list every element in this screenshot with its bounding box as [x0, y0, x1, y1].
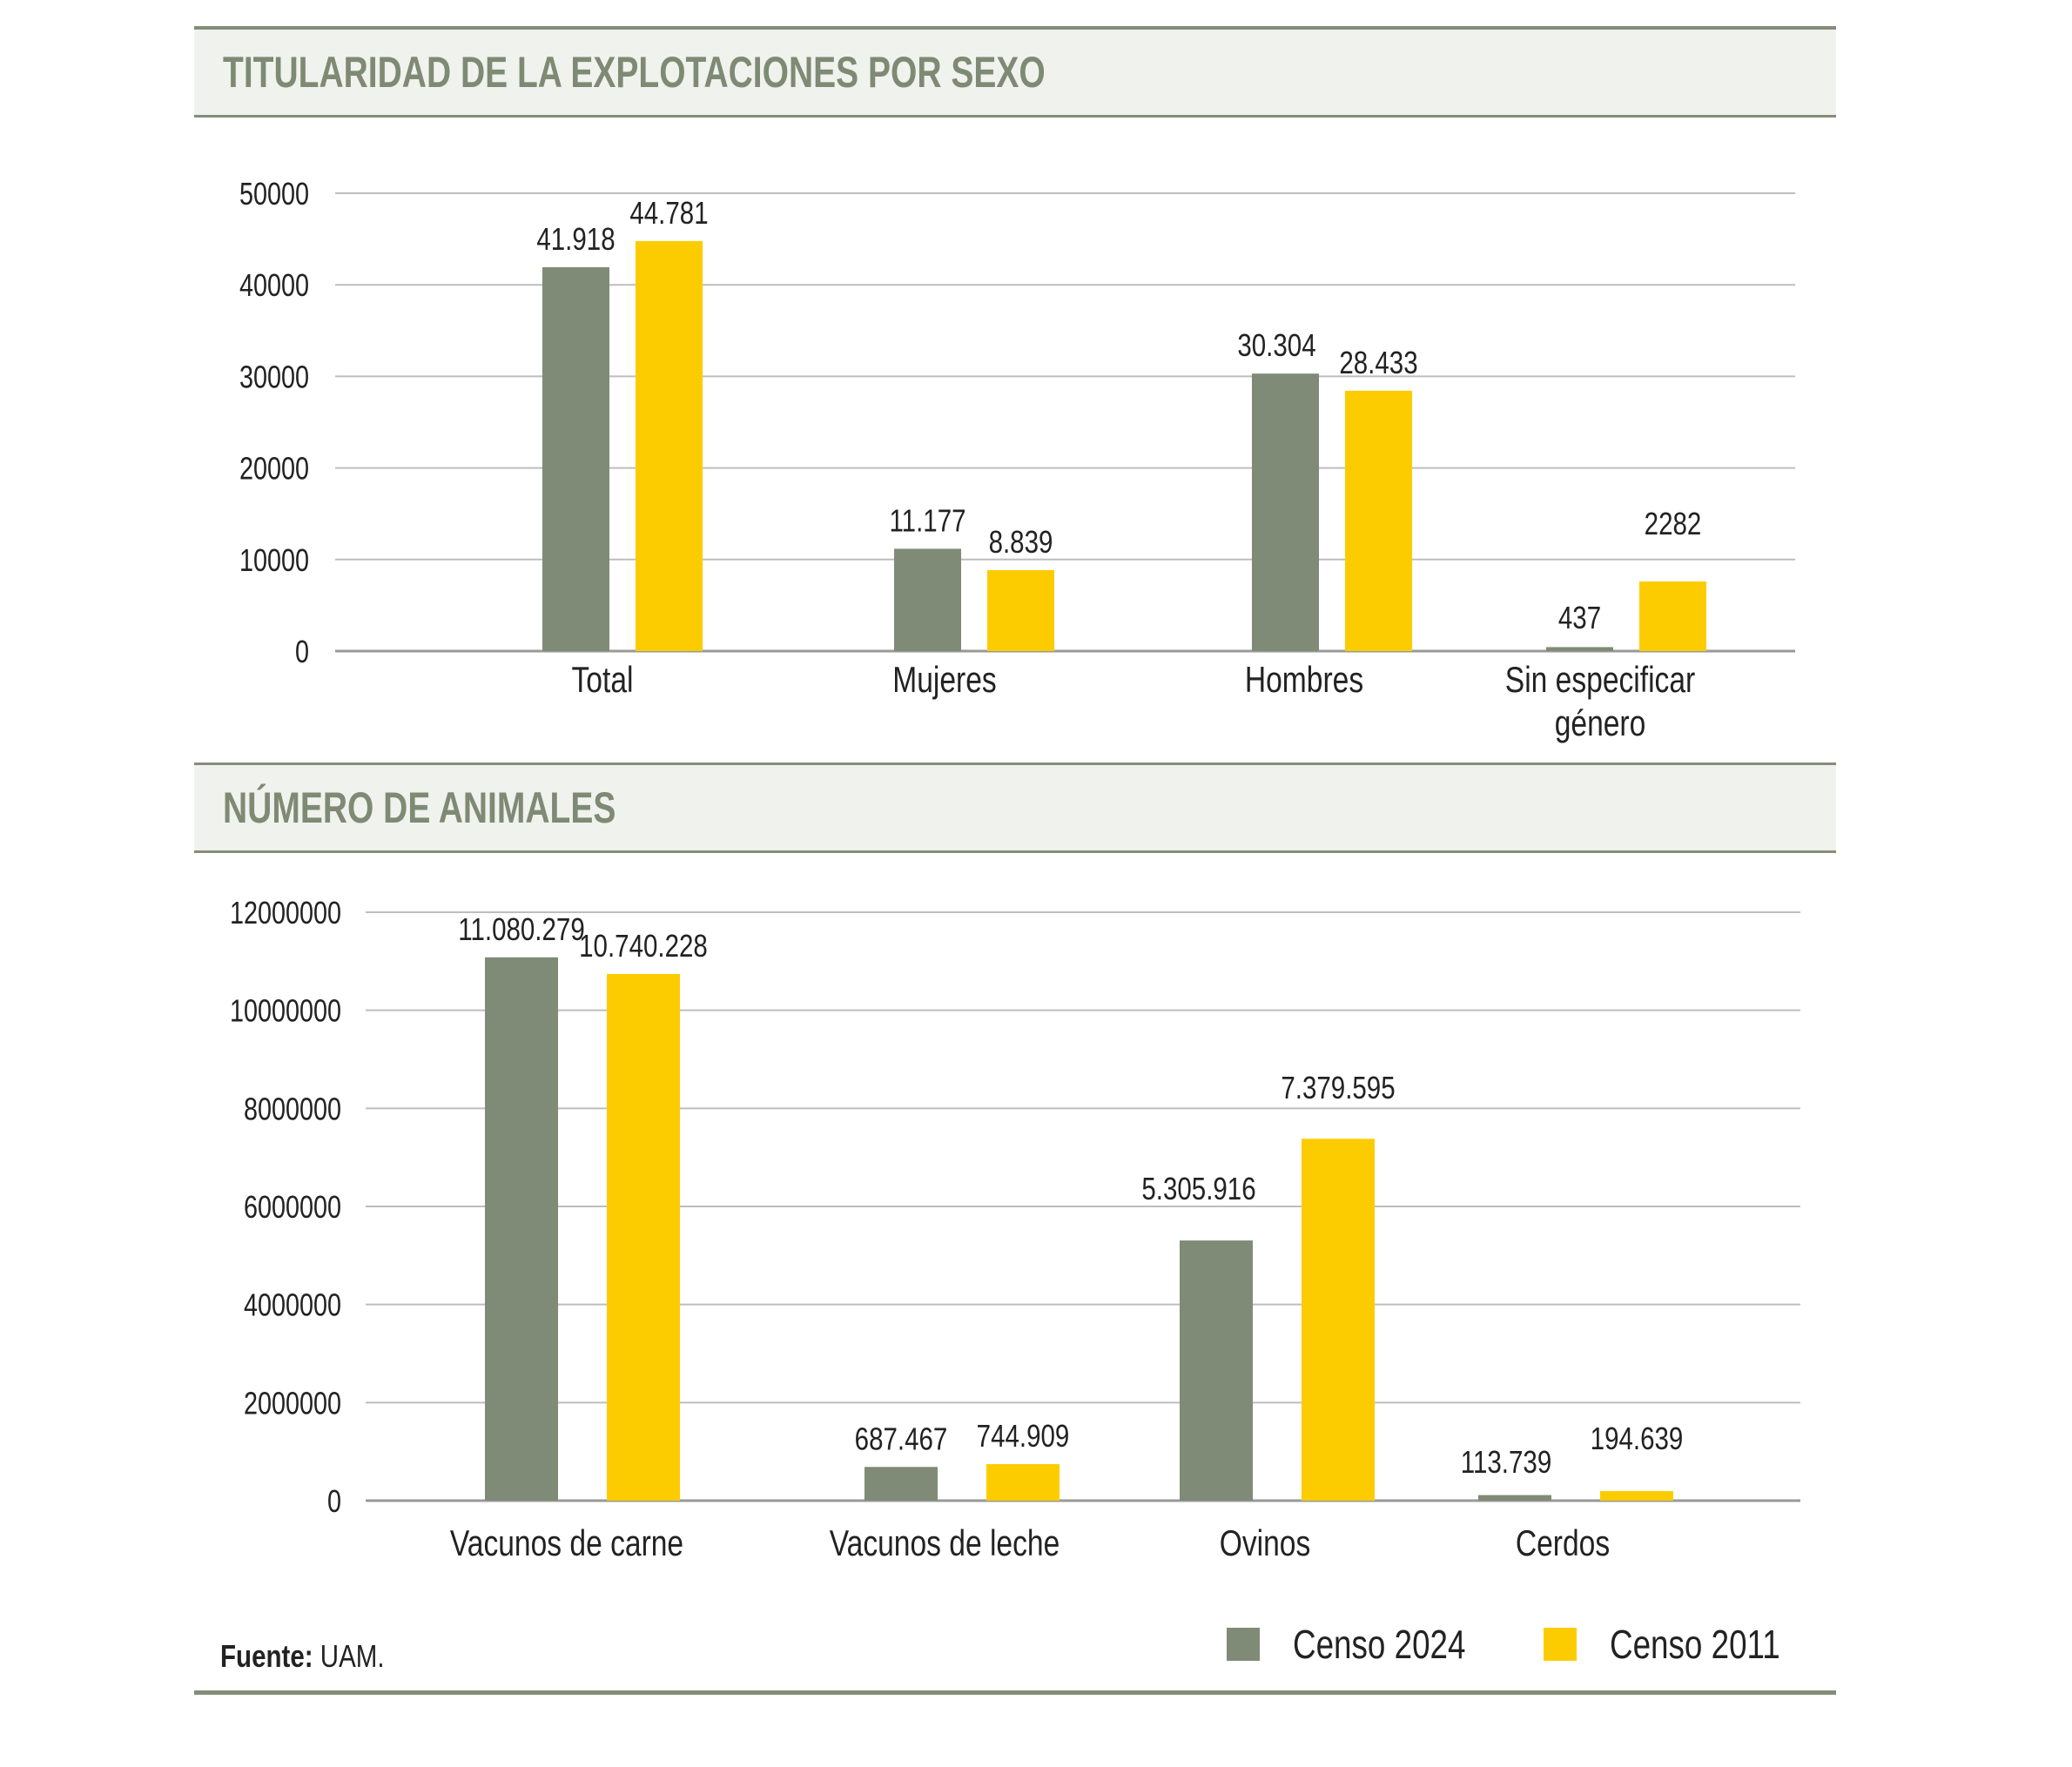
data-label: 113.739 [1461, 1444, 1551, 1479]
bottom-rule [194, 1690, 1836, 1695]
bar-2024 [894, 548, 961, 651]
data-label: 2282 [1645, 506, 1702, 541]
data-label: 44.781 [629, 195, 708, 230]
y-tick-label: 12000000 [230, 895, 341, 931]
y-tick-label: 0 [295, 634, 309, 669]
bar-2011 [1345, 390, 1412, 651]
data-label: 30.304 [1237, 327, 1315, 362]
data-label: 11.080.279 [458, 911, 584, 946]
y-tick-label: 0 [327, 1483, 341, 1519]
legend-label-2011: Censo 2011 [1610, 1622, 1781, 1667]
y-tick-label: 40000 [239, 267, 309, 303]
data-label: 687.467 [855, 1421, 948, 1455]
y-tick-label: 4000000 [244, 1287, 341, 1323]
source-value: UAM. [313, 1638, 385, 1674]
bar-2024 [1252, 373, 1319, 651]
category-label: Vacunos de leche [830, 1524, 1060, 1564]
category-label: Cerdos [1516, 1524, 1610, 1564]
data-label: 41.918 [536, 221, 615, 256]
category-label: Vacunos de carne [450, 1524, 683, 1564]
top-rule [194, 26, 1836, 30]
legend: Censo 2024 Censo 2011 [1183, 1621, 1797, 1668]
chart2-header-rule [194, 850, 1836, 853]
category-label: Hombres [1245, 661, 1363, 701]
data-label: 7.379.595 [1281, 1070, 1395, 1105]
bar-2011 [636, 240, 703, 651]
chart2-title: NÚMERO DE ANIMALES [223, 783, 616, 832]
legend-item-2011: Censo 2011 [1544, 1621, 1797, 1668]
bar-2024 [485, 957, 558, 1501]
y-tick-label: 20000 [239, 450, 309, 486]
legend-swatch-2024 [1227, 1628, 1261, 1661]
data-label: 28.433 [1339, 345, 1417, 380]
y-tick-label: 8000000 [244, 1091, 341, 1126]
bar-2011 [986, 1464, 1060, 1501]
bar-2024 [1478, 1495, 1551, 1501]
chart2-top-rule [194, 763, 1836, 765]
category-label: Mujeres [892, 661, 996, 701]
y-tick-label: 6000000 [244, 1189, 341, 1225]
chart2-header: NÚMERO DE ANIMALES [194, 765, 1836, 850]
source-label: Fuente: [220, 1638, 313, 1674]
data-label: 8.839 [989, 524, 1053, 559]
y-tick-label: 30000 [239, 359, 309, 394]
category-label: Ovinos [1220, 1524, 1311, 1564]
bar-2011 [987, 570, 1054, 651]
data-label: 10.740.228 [579, 928, 708, 963]
chart-titularidad: 0 10000 20000 30000 40000 50000 41.918 44.781 To… [239, 176, 1795, 744]
bar-2011 [607, 973, 680, 1501]
data-label: 5.305.916 [1141, 1171, 1255, 1206]
y-tick-label: 10000000 [230, 993, 341, 1029]
legend-swatch-2011 [1544, 1628, 1578, 1661]
chart1-header: TITULARIDAD DE LA EXPLOTACIONES POR SEXO [194, 30, 1836, 115]
bar-2024 [542, 267, 609, 651]
bar-2024 [1180, 1240, 1253, 1501]
data-label: 11.177 [889, 503, 965, 538]
data-label: 194.639 [1591, 1421, 1684, 1455]
bar-2011 [1302, 1139, 1375, 1501]
bar-2011 [1639, 581, 1706, 651]
y-tick-label: 10000 [239, 542, 309, 578]
bar-2024 [864, 1467, 938, 1501]
bar-2024 [1546, 647, 1613, 651]
chart1-title: TITULARIDAD DE LA EXPLOTACIONES POR SEXO [223, 48, 1046, 97]
legend-item-2024: Censo 2024 [1227, 1621, 1483, 1668]
source-note: Fuente: UAM. [220, 1638, 385, 1675]
category-label: género [1555, 704, 1646, 744]
category-label: Total [572, 661, 634, 701]
y-tick-label: 2000000 [244, 1385, 341, 1421]
category-label: Sin especificar [1505, 661, 1696, 701]
data-label: 437 [1558, 600, 1601, 635]
legend-label-2024: Censo 2024 [1293, 1622, 1466, 1667]
data-label: 744.909 [977, 1418, 1070, 1453]
y-tick-label: 50000 [239, 176, 309, 212]
bar-2011 [1600, 1491, 1673, 1501]
chart1-header-rule [194, 115, 1836, 118]
